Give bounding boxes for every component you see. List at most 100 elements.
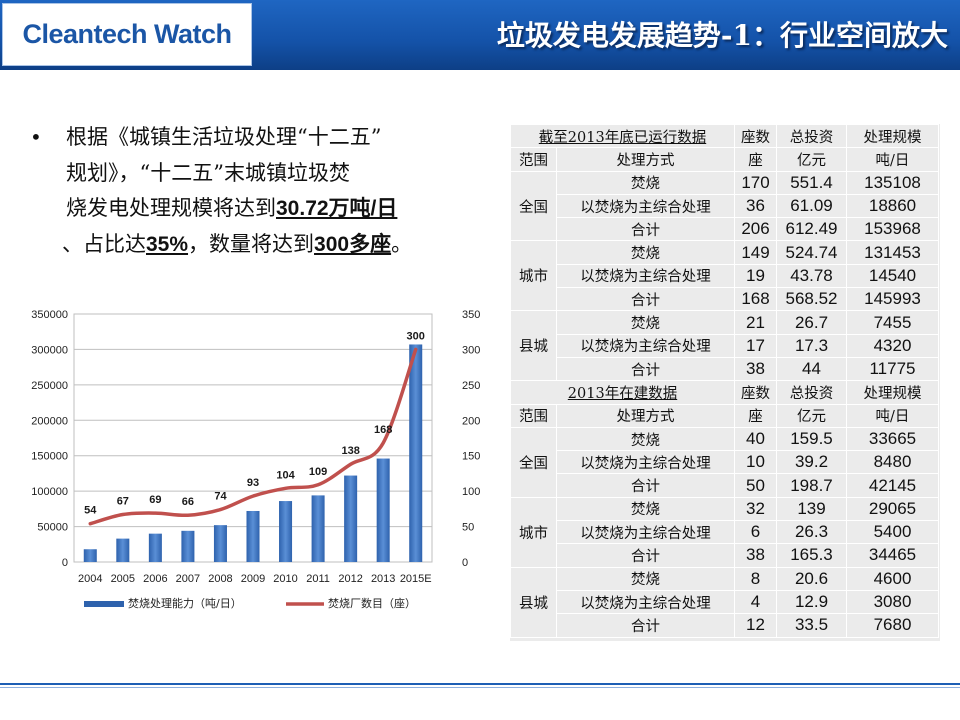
legend-bar-swatch	[84, 601, 124, 607]
method-cell: 焚烧	[556, 496, 735, 522]
table-row: 全国 焚烧 170 551.4 135108	[510, 170, 939, 242]
column-subheader: 座	[734, 403, 777, 428]
value-cell: 34465	[846, 543, 939, 568]
x-axis-tick-label: 2015E	[400, 573, 432, 585]
right-axis-tick-label: 350	[462, 309, 480, 321]
bullet-line-4-mid: ，数量将达到	[188, 231, 315, 256]
bullet-dot-icon: •	[30, 125, 42, 149]
section-title: 截至2013年底已运行数据	[510, 123, 735, 149]
right-axis-tick-label: 250	[462, 380, 480, 392]
capacity-bar	[344, 475, 358, 562]
table-subheader-row: 范围 处理方式座亿元 吨/日	[510, 147, 939, 172]
slide-title: 垃圾发电发展趋势-1：行业空间放大	[496, 19, 948, 52]
value-cell: 33665	[846, 426, 939, 452]
value-cell: 50	[734, 473, 777, 498]
left-axis-tick-label: 150000	[31, 451, 68, 463]
value-cell: 14540	[846, 263, 939, 289]
value-cell: 8480	[846, 450, 939, 475]
table-row: 以焚烧为主综合处理 6 26.3 5400	[511, 520, 939, 545]
table-row: 合计 38 165.3 34465	[511, 543, 939, 568]
table-row: 合计 206 612.49 153968	[511, 217, 939, 242]
method-cell: 以焚烧为主综合处理	[556, 450, 735, 475]
method-cell: 焚烧	[556, 426, 735, 452]
value-cell: 131453	[846, 240, 939, 265]
column-subheader: 亿元	[776, 147, 847, 172]
method-cell: 合计	[556, 356, 735, 382]
capacity-bar	[213, 525, 227, 562]
column-header: 处理规模	[846, 123, 939, 149]
table-row: 全国 焚烧 40 159.5 33665	[510, 426, 939, 498]
column-subheader: 范围	[510, 147, 557, 172]
right-axis-tick-label: 0	[462, 557, 468, 569]
left-axis-tick-label: 300000	[31, 344, 68, 356]
value-cell: 40	[734, 426, 777, 452]
value-cell: 43.78	[776, 263, 847, 289]
table-row: 县城 焚烧 21 26.7 7455	[510, 310, 939, 382]
table-row: 以焚烧为主综合处理 19 43.78 14540	[511, 263, 939, 289]
value-cell: 170	[734, 170, 777, 195]
column-subheader: 范围	[510, 403, 557, 428]
value-cell: 38	[734, 356, 777, 382]
method-cell: 合计	[556, 217, 735, 242]
right-axis-tick-label: 200	[462, 415, 480, 427]
x-axis-tick-label: 2007	[176, 573, 200, 585]
bullet-line-4-pre: 、占比达	[62, 231, 146, 256]
value-cell: 61.09	[776, 193, 847, 219]
value-cell: 139	[776, 496, 847, 522]
table-row: 城市 焚烧 149 524.74 131453	[510, 240, 939, 312]
logo-box: Cleantech Watch	[2, 3, 252, 66]
right-axis-tick-label: 300	[462, 344, 480, 356]
value-cell: 524.74	[776, 240, 847, 265]
logo-text: Cleantech Watch	[22, 19, 232, 49]
value-cell: 206	[734, 217, 777, 242]
value-cell: 7455	[846, 310, 939, 335]
value-cell: 12.9	[776, 589, 847, 615]
scope-cell: 县城	[510, 310, 557, 382]
column-header: 总投资	[776, 380, 847, 405]
method-cell: 以焚烧为主综合处理	[556, 520, 735, 545]
right-axis-tick-label: 50	[462, 522, 474, 534]
value-cell: 26.3	[776, 520, 847, 545]
plant-count-data-label: 168	[374, 424, 392, 436]
value-cell: 6	[734, 520, 777, 545]
scope-cell: 县城	[510, 566, 557, 638]
value-cell: 4320	[846, 333, 939, 358]
incineration-data-table: 截至2013年底已运行数据 座数 总投资 处理规模 范围 处理方式座亿元 吨/日 全国 焚烧 17…	[510, 123, 939, 638]
value-cell: 32	[734, 496, 777, 522]
value-cell: 17	[734, 333, 777, 358]
x-axis-tick-label: 2008	[208, 573, 232, 585]
method-cell: 焚烧	[556, 310, 735, 335]
table-section-header-row: 截至2013年底已运行数据 座数 总投资 处理规模	[510, 123, 939, 149]
value-cell: 3080	[846, 589, 939, 615]
bullet-line-1: 根据《城镇生活垃圾处理“十二五”	[66, 125, 382, 149]
left-axis-tick-label: 200000	[31, 415, 68, 427]
legend-line-label: 焚烧厂数目（座）	[328, 596, 416, 610]
capacity-bar	[148, 533, 162, 562]
scope-cell: 全国	[510, 426, 557, 498]
bullet-line-4: 、占比达35%，数量将达到300多座。	[62, 227, 500, 263]
value-cell: 11775	[846, 356, 939, 382]
plant-count-data-label: 104	[276, 469, 295, 481]
data-table-panel: 截至2013年底已运行数据 座数 总投资 处理规模 范围 处理方式座亿元 吨/日 全国 焚烧 17…	[510, 123, 940, 641]
value-cell: 145993	[846, 287, 939, 312]
value-cell: 18860	[846, 193, 939, 219]
x-axis-tick-label: 2010	[273, 573, 297, 585]
footer-rule	[0, 683, 960, 685]
capacity-bar	[181, 530, 195, 562]
table-row: 合计 168 568.52 145993	[511, 287, 939, 312]
table-section-header-row: 2013年在建数据 座数 总投资 处理规模	[510, 380, 939, 405]
scope-cell: 城市	[510, 240, 557, 312]
x-axis-tick-label: 2013	[371, 573, 395, 585]
scope-cell: 全国	[510, 170, 557, 242]
section-title: 2013年在建数据	[510, 380, 735, 405]
method-cell: 以焚烧为主综合处理	[556, 333, 735, 358]
value-cell: 612.49	[776, 217, 847, 242]
method-cell: 焚烧	[556, 240, 735, 265]
capacity-bar	[83, 549, 97, 562]
value-cell: 26.7	[776, 310, 847, 335]
plant-count-data-label: 93	[247, 477, 259, 489]
value-cell: 8	[734, 566, 777, 591]
plant-count-data-label: 69	[149, 494, 161, 506]
left-axis-tick-label: 50000	[37, 522, 68, 534]
value-cell: 36	[734, 193, 777, 219]
